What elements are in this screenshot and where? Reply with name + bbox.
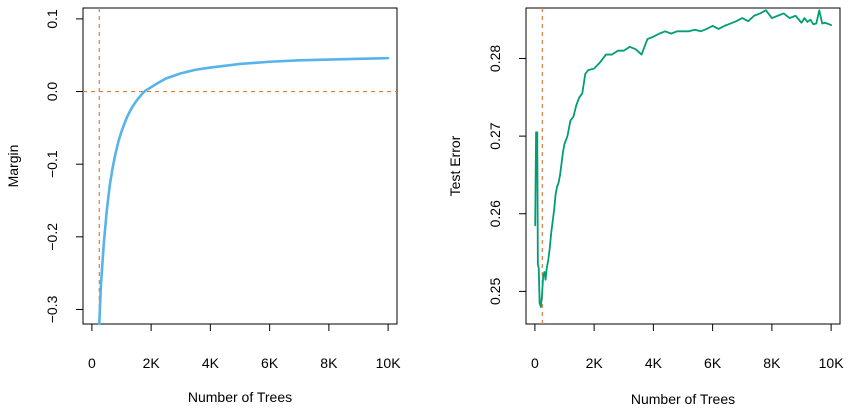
margin-y-tick-label: −0.3	[44, 295, 60, 323]
margin-x-tick-label: 10K	[376, 355, 402, 371]
margin-y-tick-label: 0.1	[44, 9, 60, 29]
margin-y-tick-label: −0.1	[44, 150, 60, 178]
test-error-x-tick-label: 2K	[586, 355, 604, 371]
test-error-x-tick-label: 8K	[763, 355, 781, 371]
margin-series-line	[97, 56, 390, 326]
margin-x-tick-label: 2K	[143, 355, 161, 371]
test-error-x-axis-title: Number of Trees	[631, 391, 735, 407]
test-error-y-tick-label: 0.25	[487, 278, 503, 305]
test-error-series-line	[534, 9, 833, 308]
margin-x-tick-label: 8K	[320, 355, 338, 371]
margin-x-tick-label: 6K	[261, 355, 279, 371]
test-error-y-tick-label: 0.26	[487, 200, 503, 227]
margin-plot-frame	[82, 7, 398, 325]
test-error-chart: 0 2K 4K 6K 8K 10K 0.25 0.26 0.27 0.28 Number of …	[447, 7, 845, 407]
test-error-x-tick-label: 4K	[645, 355, 663, 371]
margin-y-tick-label: 0.0	[44, 82, 60, 102]
margin-y-tick-label: −0.2	[44, 223, 60, 251]
test-error-x-tick-label: 0	[531, 355, 539, 371]
test-error-y-axis-title: Test Error	[447, 135, 463, 196]
margin-x-tick-label: 0	[88, 355, 96, 371]
margin-x-axis-title: Number of Trees	[188, 389, 292, 405]
margin-chart: 0 2K 4K 6K 8K 10K −0.3 −0.2 −0.1 0.0 0.1 Number o…	[5, 7, 402, 405]
margin-y-axis-title: Margin	[5, 145, 21, 188]
test-error-y-tick-label: 0.28	[487, 45, 503, 72]
test-error-y-tick-label: 0.27	[487, 122, 503, 149]
test-error-x-tick-label: 10K	[819, 355, 845, 371]
margin-x-tick-label: 4K	[202, 355, 220, 371]
test-error-x-tick-label: 6K	[704, 355, 722, 371]
test-error-plot-frame	[525, 7, 841, 325]
